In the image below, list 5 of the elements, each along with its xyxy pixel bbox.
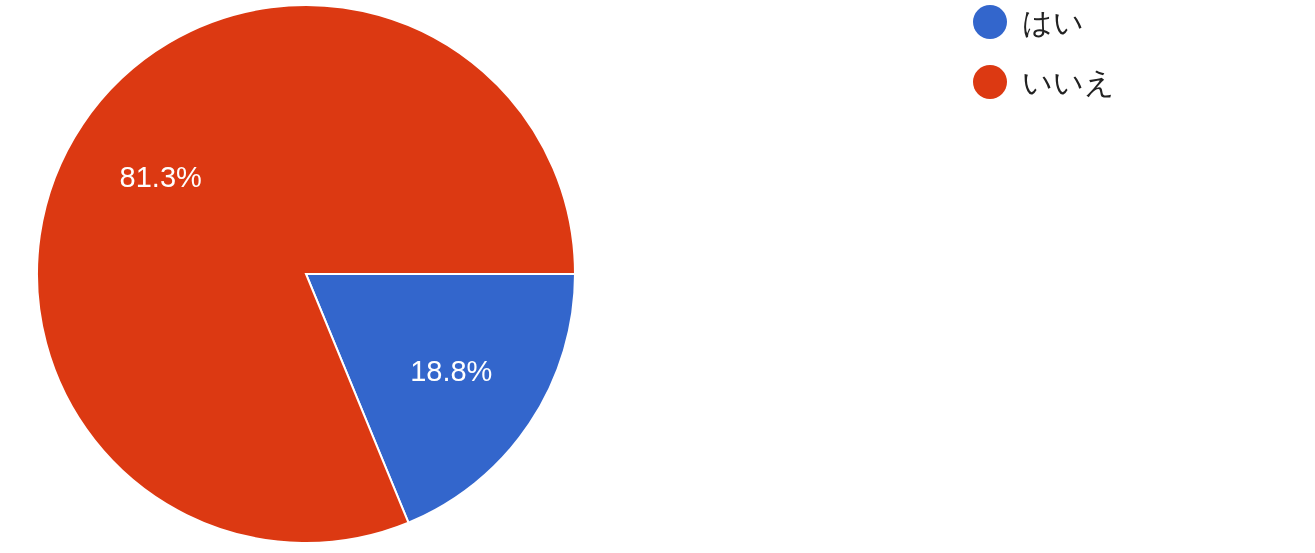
pie-slice (36, 4, 576, 544)
legend-label: いいえ (1022, 64, 1115, 100)
data-label: 18.8% (410, 355, 493, 388)
legend-label: はい (1022, 4, 1084, 40)
data-label: 81.3% (119, 160, 202, 193)
